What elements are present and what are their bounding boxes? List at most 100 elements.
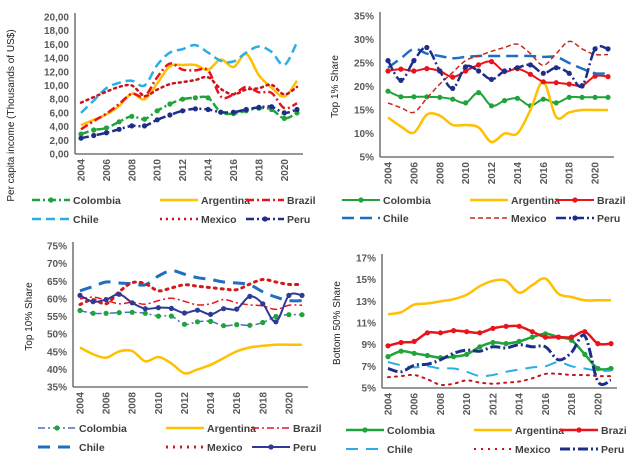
- y-tick-label: 10,00: [44, 81, 69, 92]
- data-point: [411, 58, 417, 64]
- y-tick-label: 15%: [356, 275, 376, 286]
- data-point: [398, 66, 404, 72]
- data-point: [566, 94, 572, 100]
- data-point: [516, 323, 522, 329]
- x-tick-label: 2020: [593, 393, 604, 416]
- data-point: [540, 70, 546, 76]
- y-tick-label: 9%: [362, 340, 377, 351]
- x-tick-label: 2004: [384, 162, 395, 185]
- x-tick-label: 2014: [206, 392, 217, 415]
- y-tick-label: 5%: [362, 384, 377, 395]
- x-tick-label: 2012: [180, 392, 191, 415]
- data-point: [424, 94, 430, 100]
- data-point: [154, 108, 160, 114]
- data-point: [529, 334, 535, 340]
- data-point: [168, 313, 174, 319]
- y-tick-label: 35%: [354, 12, 374, 23]
- data-point: [273, 313, 279, 320]
- data-point: [116, 119, 122, 125]
- data-point: [385, 68, 391, 74]
- y-tick-label: 14,00: [44, 54, 69, 65]
- data-point: [605, 94, 611, 100]
- series-brazil: [80, 62, 298, 131]
- data-point: [167, 112, 173, 118]
- data-point: [503, 341, 509, 347]
- series-line-mexico: [79, 75, 299, 104]
- y-tick-label: 75%: [47, 242, 67, 253]
- legend-label: Colombia: [383, 195, 431, 207]
- data-point: [437, 330, 444, 336]
- legend-label: Peru: [597, 213, 620, 225]
- legend-label: Chile: [79, 442, 105, 454]
- series-line-chile: [80, 41, 299, 114]
- legend-marker: [268, 444, 274, 450]
- data-point: [181, 321, 188, 327]
- data-point: [78, 131, 84, 137]
- data-point: [437, 94, 443, 100]
- data-point: [566, 81, 572, 87]
- series-peru: [385, 44, 611, 91]
- y-tick-label: 70%: [47, 259, 67, 270]
- data-point: [488, 103, 495, 109]
- series-chile: [80, 41, 299, 114]
- x-tick-label: 2006: [102, 392, 113, 415]
- series-line-peru: [387, 333, 612, 386]
- data-point: [476, 62, 482, 68]
- series-mexico: [387, 40, 609, 114]
- x-tick-label: 2016: [232, 392, 243, 415]
- legend-label: Peru: [293, 442, 316, 454]
- y-tick-label: 6,00: [50, 108, 70, 119]
- data-point: [142, 306, 148, 312]
- data-point: [116, 310, 122, 316]
- series-mexico: [79, 75, 299, 104]
- data-point: [167, 101, 173, 107]
- data-point: [286, 292, 292, 298]
- x-tick-label: 2012: [487, 162, 498, 185]
- legend-label: Colombia: [73, 195, 121, 207]
- data-point: [503, 323, 509, 329]
- y-tick-label: 15%: [354, 106, 374, 117]
- legend-item-mexico: Mexico: [166, 442, 243, 454]
- data-point: [592, 94, 598, 100]
- data-point: [516, 338, 522, 344]
- legend-label: Chile: [387, 444, 413, 456]
- data-point: [103, 297, 109, 303]
- data-point: [194, 307, 201, 313]
- legend-item-chile: Chile: [32, 214, 99, 226]
- data-point: [129, 113, 135, 119]
- data-point: [424, 44, 430, 51]
- x-tick-label: 2020: [284, 392, 295, 415]
- data-point: [247, 293, 253, 299]
- data-point: [299, 292, 305, 298]
- data-point: [273, 319, 279, 325]
- x-tick-label: 2018: [567, 393, 578, 416]
- data-point: [299, 312, 305, 318]
- data-point: [464, 351, 470, 357]
- series-colombia: [78, 95, 300, 137]
- x-tick-label: 2014: [204, 159, 215, 182]
- y-tick-label: 18,00: [44, 26, 69, 37]
- data-point: [424, 66, 430, 72]
- y-tick-label: 55%: [47, 312, 67, 323]
- legend-label: Colombia: [79, 423, 127, 435]
- y-tick-label: 35%: [47, 383, 67, 394]
- data-point: [385, 354, 391, 360]
- legend-item-peru: Peru: [560, 444, 624, 456]
- legend-marker: [362, 427, 368, 433]
- x-tick-label: 2006: [410, 393, 421, 416]
- data-point: [579, 83, 585, 89]
- y-tick-label: 20%: [354, 82, 374, 93]
- data-point: [116, 126, 122, 132]
- data-point: [129, 123, 135, 129]
- legend-label: Colombia: [387, 425, 435, 437]
- data-point: [77, 292, 83, 298]
- data-point: [116, 291, 122, 297]
- series-colombia: [77, 307, 305, 329]
- legend-item-mexico: Mexico: [474, 444, 551, 456]
- x-tick-label: 2010: [153, 159, 164, 182]
- x-tick-label: 2020: [591, 162, 602, 185]
- data-point: [566, 70, 572, 76]
- series-line-chile: [387, 47, 609, 75]
- data-point: [464, 329, 470, 335]
- legend-label: Brazil: [601, 425, 626, 437]
